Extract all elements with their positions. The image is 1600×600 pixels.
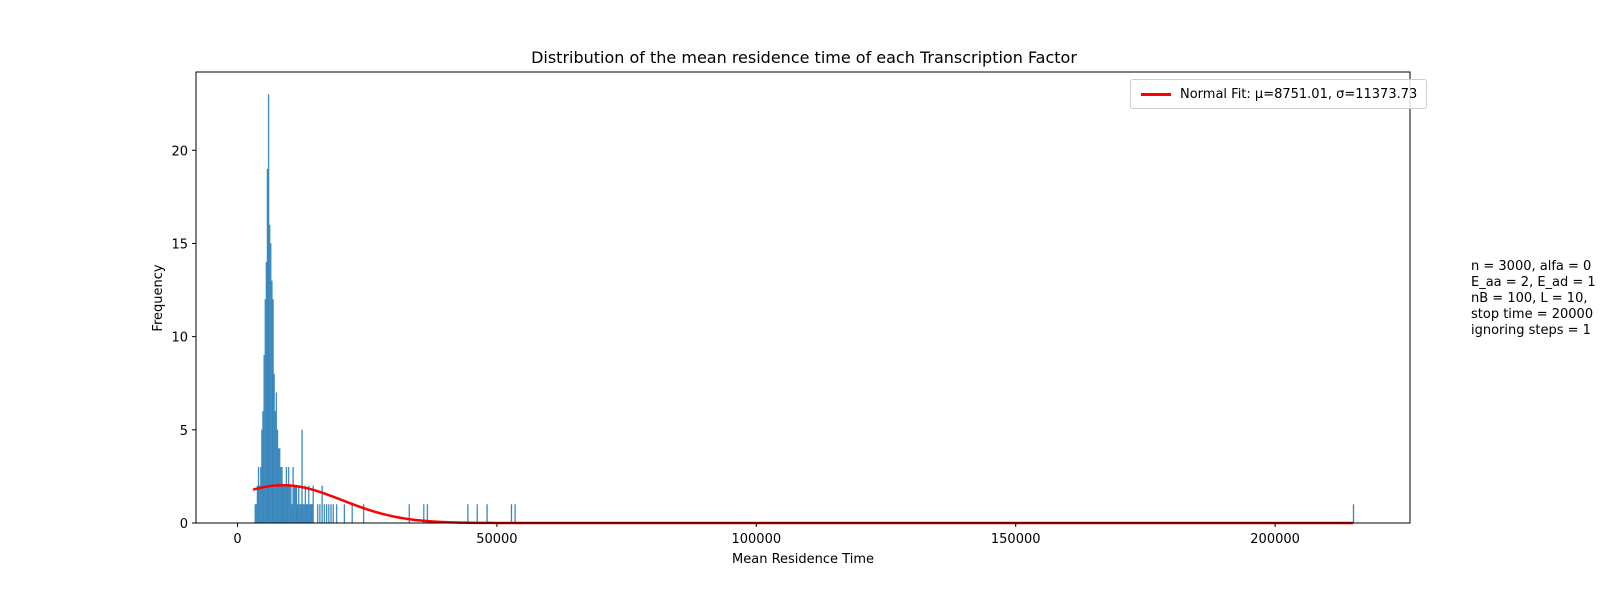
histogram-bar [323,504,326,524]
histogram-bar [287,466,290,524]
x-tick-label: 0 [233,532,241,547]
annotation-line: n = 3000, alfa = 0 [1471,259,1592,274]
histogram-bar [514,504,516,524]
histogram-bar [257,466,260,524]
histogram-bar [310,504,312,524]
histogram-bar [258,485,261,524]
histogram-bar [264,299,266,524]
histogram-bar [476,504,478,524]
histogram-bar [260,466,262,524]
x-tick-label: 100000 [731,532,781,547]
x-axis-label: Mean Residence Time [732,552,874,567]
x-tick-label: 200000 [1250,532,1300,547]
histogram-bar [255,504,258,524]
histogram-bar [289,485,291,524]
histogram-bar [273,373,275,524]
annotation-line: E_aa = 2, E_ad = 1 [1471,275,1596,290]
histogram-bar [284,485,287,524]
histogram-bar [302,504,304,524]
histogram-bar [325,504,328,524]
y-axis-ticks: 0 5 10 15 20 [171,144,196,532]
histogram-bar [303,504,305,524]
histogram-bar [283,485,285,524]
legend-label: Normal Fit: μ=8751.01, σ=11373.73 [1180,86,1418,102]
y-tick-label: 5 [180,424,188,439]
histogram-bar [319,504,321,524]
histogram-bar [292,466,294,524]
x-tick-label: 150000 [991,532,1041,547]
histogram-bar [291,504,293,524]
histogram-bar [328,504,330,524]
histogram-bar [467,504,469,524]
histogram-bar [486,504,488,524]
histogram-bar [311,504,313,524]
histogram-bar [296,504,299,524]
histogram-bar [263,355,265,524]
histogram-bar [343,504,346,524]
histogram-bar [299,504,301,524]
histogram-bar [294,485,297,524]
histogram-bar [293,485,295,524]
annotation-line: nB = 100, L = 10, [1471,291,1588,306]
histogram-bar [301,429,303,524]
histogram-bar [270,243,272,524]
histogram-bar [274,411,276,524]
histogram-bar [261,429,263,524]
annotation-line: stop time = 20000 [1471,307,1594,322]
histogram-bar [285,466,288,524]
annotation-line: ignoring steps = 1 [1471,323,1591,338]
histogram-bar [266,168,269,524]
histogram-bar [282,485,284,524]
histogram-bar [295,485,298,524]
histogram-bar [309,504,311,524]
histogram-bar [335,504,338,524]
y-axis-label: Frequency [151,264,166,331]
histogram-bar [290,485,292,524]
histogram-bar [308,485,310,524]
x-axis-ticks: 0 50000 100000 150000 200000 [233,523,1300,547]
histogram-bar [286,485,289,524]
histogram-bar [351,504,353,524]
histogram-bar [280,466,282,524]
x-tick-label: 50000 [476,532,517,547]
histogram-bar [330,504,332,524]
histogram-bar [1352,504,1355,524]
legend: Normal Fit: μ=8751.01, σ=11373.73 [1130,79,1428,109]
histogram-bar [268,224,271,524]
chart-title: Distribution of the mean residence time … [531,48,1077,67]
histogram-bar [265,261,268,524]
histogram-bar [312,485,314,524]
histogram-bar [306,504,309,524]
y-tick-label: 15 [171,237,188,252]
histogram-bar [254,504,256,524]
histogram-bar [304,485,307,524]
legend-line-swatch [1141,92,1171,96]
histogram-bar [297,485,300,524]
parameter-annotation: n = 3000, alfa = 0 E_aa = 2, E_ad = 1 nB… [1471,259,1596,339]
histogram-bar [275,392,278,524]
y-tick-label: 20 [171,144,188,159]
histogram-bar [300,504,302,524]
histogram-bar [276,429,279,524]
histogram-bar [281,466,283,524]
histogram-bar [267,94,270,524]
histogram-bar [305,504,308,524]
y-tick-label: 0 [180,517,188,532]
histogram-bar [316,504,319,524]
histogram-bar [256,485,259,524]
histogram-bar [272,299,274,524]
plot-frame [195,71,1411,524]
histogram-bar [332,504,334,524]
y-tick-label: 10 [171,331,188,346]
histogram-bar [510,504,513,524]
histogram-bar [262,411,264,524]
